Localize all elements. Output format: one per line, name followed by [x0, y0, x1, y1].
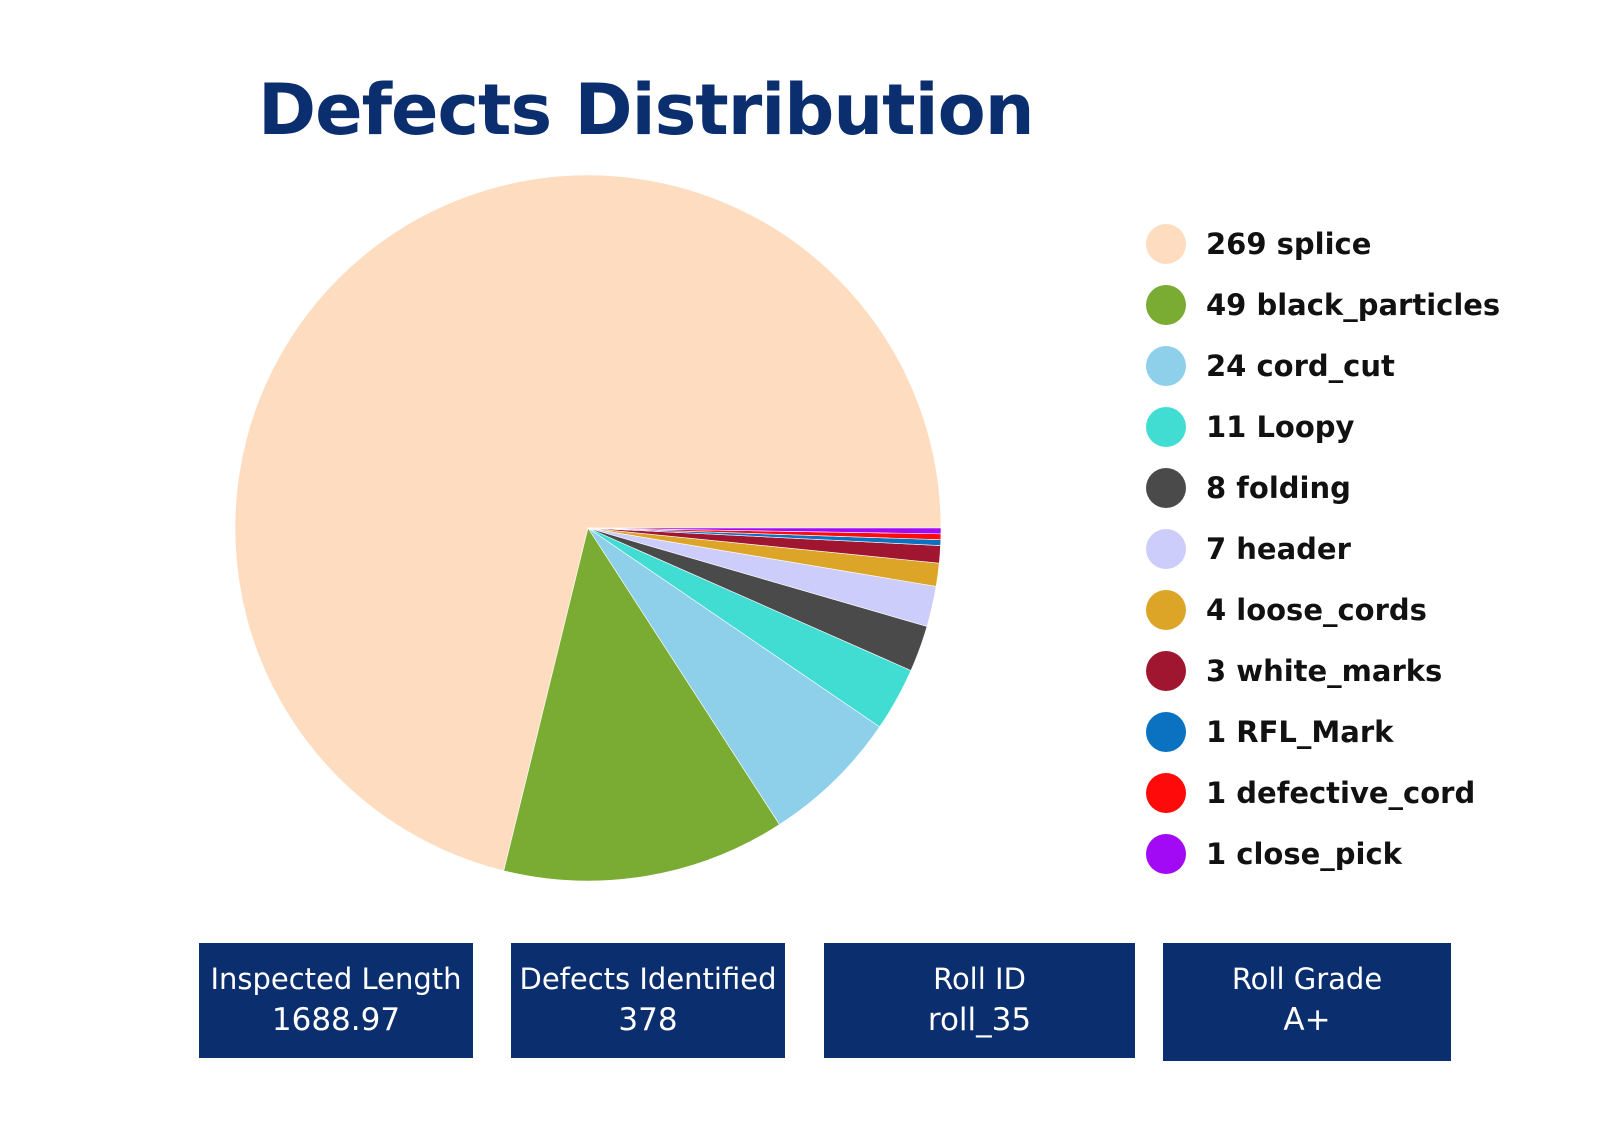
- legend-swatch: [1146, 712, 1186, 752]
- roll-id-card: Roll ID roll_35: [824, 943, 1135, 1058]
- legend-swatch: [1146, 407, 1186, 447]
- roll-grade-value: A+: [1283, 1002, 1331, 1038]
- roll-id-label: Roll ID: [933, 962, 1026, 996]
- pie-slice-splice: [234, 174, 942, 872]
- pie-slice-close-pick: [587, 527, 942, 535]
- defects-identified-value: 378: [618, 1002, 678, 1038]
- legend-label: 8 folding: [1206, 471, 1351, 505]
- pie-chart: [234, 174, 942, 882]
- legend-swatch: [1146, 224, 1186, 264]
- legend-item: 4 loose_cords: [1146, 590, 1586, 651]
- roll-grade-label: Roll Grade: [1231, 962, 1383, 996]
- legend-item: 3 white_marks: [1146, 651, 1586, 712]
- legend-label: 3 white_marks: [1206, 654, 1443, 688]
- legend-label: 1 RFL_Mark: [1206, 715, 1394, 749]
- legend-label: 269 splice: [1206, 227, 1372, 261]
- legend-item: 49 black_particles: [1146, 285, 1586, 346]
- legend-item: 11 Loopy: [1146, 407, 1586, 468]
- legend-swatch: [1146, 834, 1186, 874]
- legend-item: 1 defective_cord: [1146, 773, 1586, 834]
- pie-slice-cord-cut: [587, 527, 881, 825]
- legend-swatch: [1146, 468, 1186, 508]
- legend-swatch: [1146, 773, 1186, 813]
- inspected-length-label: Inspected Length: [210, 962, 462, 996]
- roll-grade-card: Roll Grade A+: [1163, 943, 1451, 1061]
- legend-item: 1 RFL_Mark: [1146, 712, 1586, 773]
- legend-swatch: [1146, 529, 1186, 569]
- legend-label: 11 Loopy: [1206, 410, 1355, 444]
- chart-legend: 269 splice 49 black_particles 24 cord_cu…: [1146, 224, 1586, 895]
- legend-item: 24 cord_cut: [1146, 346, 1586, 407]
- legend-swatch: [1146, 346, 1186, 386]
- legend-label: 1 defective_cord: [1206, 776, 1476, 810]
- legend-label: 24 cord_cut: [1206, 349, 1395, 383]
- legend-swatch: [1146, 651, 1186, 691]
- legend-item: 8 folding: [1146, 468, 1586, 529]
- legend-label: 49 black_particles: [1206, 288, 1501, 322]
- legend-swatch: [1146, 285, 1186, 325]
- legend-item: 1 close_pick: [1146, 834, 1586, 895]
- legend-label: 4 loose_cords: [1206, 593, 1427, 627]
- defects-identified-card: Defects Identified 378: [511, 943, 785, 1058]
- inspected-length-card: Inspected Length 1688.97: [199, 943, 473, 1058]
- inspected-length-value: 1688.97: [271, 1002, 401, 1038]
- legend-swatch: [1146, 590, 1186, 630]
- legend-item: 7 header: [1146, 529, 1586, 590]
- legend-label: 1 close_pick: [1206, 837, 1402, 871]
- pie-slice-black-particles: [503, 527, 780, 882]
- defects-identified-label: Defects Identified: [519, 962, 777, 996]
- chart-title: Defects Distribution: [258, 69, 1035, 151]
- roll-id-value: roll_35: [927, 1002, 1032, 1038]
- legend-item: 269 splice: [1146, 224, 1586, 285]
- legend-label: 7 header: [1206, 532, 1351, 566]
